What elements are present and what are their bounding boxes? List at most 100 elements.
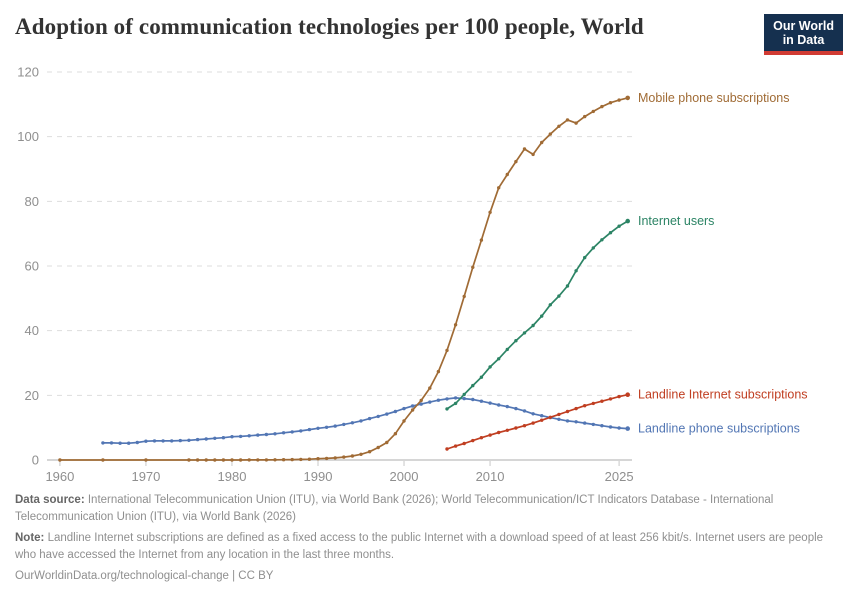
data-point (608, 425, 613, 429)
data-point (170, 439, 174, 443)
owid-logo-line1: Our World (773, 19, 834, 33)
chart-title: Adoption of communication technologies p… (15, 14, 644, 39)
y-tick-label: 100 (17, 129, 39, 144)
data-point (479, 375, 484, 379)
data-point (342, 422, 346, 427)
data-point (608, 231, 613, 235)
license-line: OurWorldinData.org/technological-change … (15, 570, 274, 582)
data-point (221, 436, 226, 440)
chart-footer: Data source: International Telecommunica… (15, 492, 829, 590)
data-point (617, 98, 621, 102)
data-point (453, 444, 458, 448)
data-point (127, 441, 131, 445)
data-point (497, 430, 501, 435)
data-point (488, 210, 492, 214)
y-tick-label: 40 (25, 323, 39, 338)
data-point (256, 458, 260, 462)
data-point (367, 450, 372, 454)
data-point (359, 419, 363, 423)
data-point (58, 458, 62, 462)
data-point (548, 132, 552, 136)
x-tick-label: 1960 (45, 469, 74, 484)
data-point (531, 421, 535, 425)
x-tick-label: 2025 (605, 469, 634, 484)
series-end-point (625, 95, 630, 101)
data-point (471, 383, 475, 388)
data-point (488, 365, 492, 369)
data-point (290, 457, 294, 462)
data-point (230, 458, 234, 462)
data-point (617, 426, 621, 430)
series-line-landline-phone-subscriptions (102, 397, 629, 445)
data-point (583, 114, 587, 119)
data-point (514, 426, 518, 430)
y-tick-label: 80 (25, 194, 39, 209)
data-point (591, 109, 595, 114)
data-point (488, 433, 492, 437)
data-point (462, 294, 466, 299)
x-tick-label: 1970 (131, 469, 160, 484)
data-point (540, 314, 544, 318)
data-point (342, 455, 346, 459)
data-point (522, 409, 527, 413)
line-chart: 0 20 40 60 80 100 120 1960 1970 1980 1990 2000 2010 2… (17, 65, 807, 485)
data-point (273, 432, 277, 436)
data-point (479, 238, 484, 242)
data-point (350, 454, 355, 458)
data-point (436, 398, 441, 402)
data-point (574, 406, 578, 411)
data-point (410, 408, 415, 412)
data-point (540, 414, 544, 418)
data-point (385, 440, 389, 445)
data-point (402, 406, 406, 411)
data-point (264, 432, 269, 437)
data-point (367, 416, 372, 421)
data-point (247, 458, 251, 462)
data-point (462, 396, 466, 401)
data-point (574, 420, 578, 424)
data-point (522, 147, 527, 151)
data-point (600, 424, 604, 428)
data-point (195, 437, 200, 442)
series-end-point (625, 392, 630, 398)
data-point (591, 422, 595, 427)
data-point (574, 269, 578, 273)
data-point (531, 412, 535, 416)
data-point (221, 458, 226, 462)
data-point (462, 392, 466, 397)
series-label-landline-phone-subscriptions: Landline phone subscriptions (638, 422, 800, 436)
data-point (522, 331, 527, 335)
data-point (488, 401, 492, 405)
data-point (333, 456, 337, 460)
data-point (497, 403, 501, 407)
data-point (204, 458, 208, 462)
data-point (324, 456, 329, 461)
y-tick-label: 60 (25, 259, 39, 274)
data-point (307, 427, 312, 432)
data-point (505, 347, 509, 352)
data-point (410, 404, 415, 408)
data-point (617, 394, 621, 399)
data-point (445, 348, 449, 353)
data-point (479, 436, 484, 440)
data-point (557, 294, 561, 298)
series-line-mobile-phone-subscriptions (59, 97, 629, 461)
data-point (583, 421, 587, 425)
data-point (557, 412, 561, 417)
data-point (445, 397, 449, 401)
y-tick-label: 120 (17, 65, 39, 80)
series-mobile-phone-subscriptions: Mobile phone subscriptions (58, 91, 789, 462)
data-point (497, 357, 501, 361)
data-point (428, 386, 432, 390)
data-point (565, 284, 570, 288)
data-point (548, 303, 552, 307)
data-point (238, 434, 243, 439)
series-end-point (625, 426, 630, 431)
data-point (497, 186, 501, 190)
data-point (462, 441, 466, 446)
data-point (453, 401, 458, 406)
data-point (238, 458, 243, 462)
data-point (393, 409, 398, 414)
data-point (445, 447, 449, 451)
